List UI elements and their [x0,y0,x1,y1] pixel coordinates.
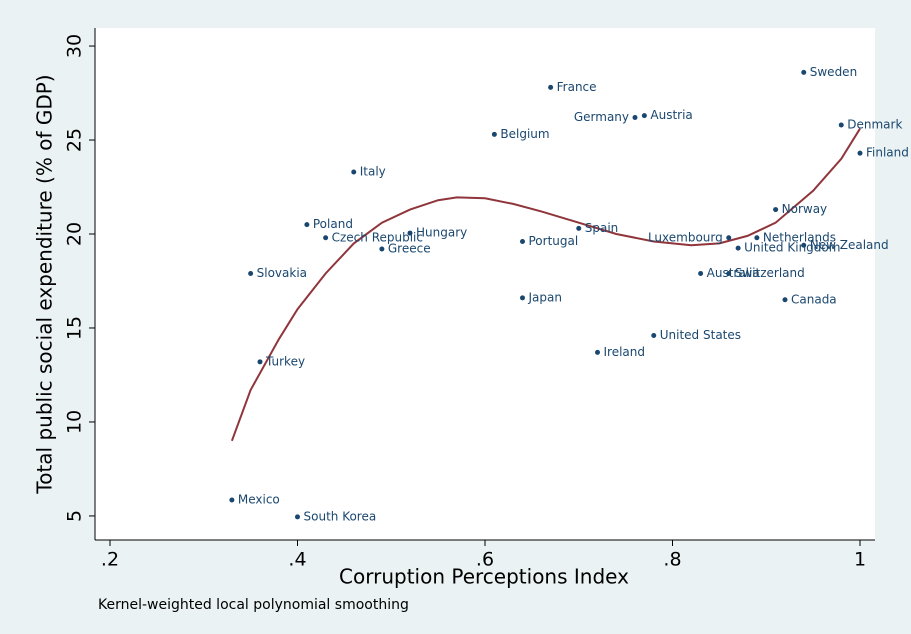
point [351,169,357,175]
fit-line [230,128,861,442]
point-label: Belgium [500,127,549,141]
point-label: Japan [528,290,562,304]
point-label: Luxembourg [648,230,723,244]
point-label: Germany [574,110,629,124]
point [641,113,647,119]
point [407,230,413,236]
point-label: South Korea [304,509,377,523]
point [304,222,310,228]
point-label: United States [660,328,741,342]
point [491,131,497,137]
x-tick-label: .4 [288,549,306,571]
point-label: Mexico [238,492,280,506]
point-label: Denmark [847,117,902,131]
y-tick-label: 30 [64,34,86,58]
point-label: Sweden [810,65,857,79]
point [698,270,704,276]
point-label: Slovakia [257,266,307,280]
point [726,235,732,241]
y-tick-label: 25 [64,128,86,152]
y-tick-label: 5 [64,510,86,522]
point-label: Greece [388,242,431,256]
x-tick-label: .8 [663,549,681,571]
point-label: Switzerland [735,266,805,280]
point-label: New Zealand [810,238,889,252]
point-label: Austria [650,108,692,122]
point-label: Portugal [529,234,579,248]
y-tick-label: 10 [64,410,86,434]
x-tick-label: .6 [476,549,494,571]
point [323,235,329,241]
point [520,239,525,245]
point [754,235,760,241]
x-axis-title: Corruption Perceptions Index [339,565,629,589]
point [548,84,554,90]
point-label: Spain [585,221,619,235]
point [735,245,741,251]
point-label: Netherlands [763,230,836,244]
plot-area [95,28,875,540]
point [595,349,600,355]
point [726,270,732,276]
point-label: Australia [707,266,760,280]
point [295,514,300,520]
point [782,297,788,303]
point [379,246,385,252]
y-axis-title: Total public social expenditure (% of GD… [33,74,57,494]
point-label: Turkey [265,354,305,368]
point [257,359,263,365]
point-label: Hungary [416,226,467,240]
point [229,497,235,503]
point [576,225,582,231]
note: Kernel-weighted local polynomial smoothi… [98,597,409,613]
point-label: Norway [782,202,828,216]
point-label: Czech Republic [332,230,423,244]
point-label: Ireland [604,345,646,359]
point [773,207,779,213]
point [248,270,254,276]
x-tick-label: 1 [854,549,866,571]
y-tick-label: 20 [64,222,86,246]
point-label: Finland [866,146,909,160]
point-label: Canada [791,292,837,306]
point [801,242,807,248]
point [857,150,863,156]
point-label: Poland [313,217,353,231]
point [520,295,525,301]
y-tick-label: 15 [64,316,86,340]
point [632,114,638,120]
point-label: France [557,80,597,94]
point-label: Italy [360,164,386,178]
point [801,69,807,75]
point [651,333,657,339]
x-tick-label: .2 [101,549,119,571]
point [838,122,844,128]
point-label: United Kingdom [744,241,840,255]
